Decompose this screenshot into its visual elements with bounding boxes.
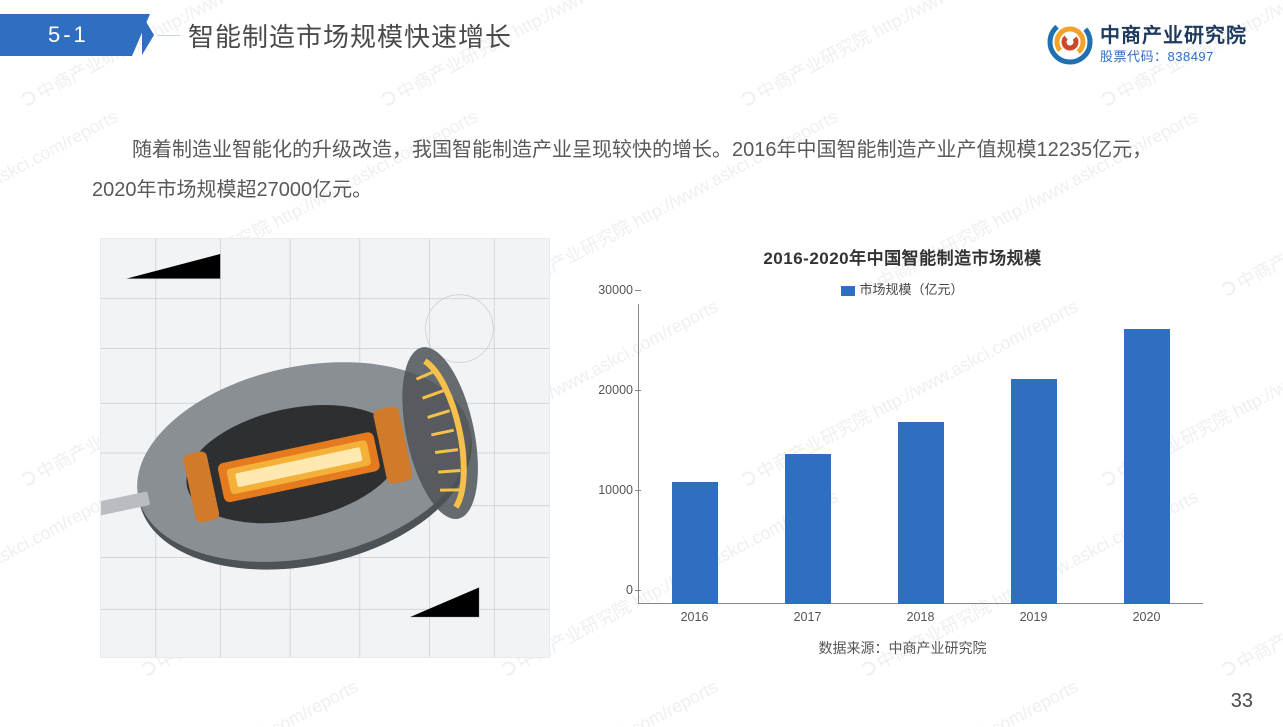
bar-slot: 2016 (638, 482, 751, 604)
x-tick-label: 2016 (638, 604, 751, 624)
chart-title: 2016-2020年中国智能制造市场规模 (582, 244, 1223, 269)
bar (1011, 379, 1057, 604)
brand-logomark-icon (1046, 18, 1094, 66)
x-tick-label: 2018 (864, 604, 977, 624)
watermark-tile: 中商产业研究院 http://www.askci.com/reports (736, 673, 1082, 727)
watermark-tile: 中商产业研究院 http://www.askci.com/reports (1216, 483, 1283, 683)
page-title: 智能制造市场规模快速增长 (188, 17, 512, 54)
watermark-tile: 中商产业研究院 http://www.askci.com/reports (16, 673, 362, 727)
bars-container: 20162017201820192020 (638, 304, 1203, 604)
brand-logo-text: 中商产业研究院 股票代码：838497 (1100, 19, 1247, 65)
chart-source: 数据来源：中商产业研究院 (582, 638, 1223, 658)
page-number: 33 (1231, 690, 1253, 713)
x-tick-label: 2017 (751, 604, 864, 624)
slide-page: 中商产业研究院 http://www.askci.com/reports中商产业… (0, 0, 1283, 727)
x-tick-label: 2020 (1090, 604, 1203, 624)
legend-label: 市场规模（亿元） (859, 282, 963, 297)
watermark-tile: 中商产业研究院 http://www.askci.com/reports (1096, 673, 1283, 727)
bar (785, 454, 831, 604)
illustration-motor-schematic (100, 238, 550, 658)
brand-logo: 中商产业研究院 股票代码：838497 (1046, 18, 1247, 66)
market-size-chart: 2016-2020年中国智能制造市场规模 市场规模（亿元） 2016201720… (582, 238, 1223, 658)
watermark-tile: 中商产业研究院 http://www.askci.com/reports (0, 293, 2, 493)
content-row: 2016-2020年中国智能制造市场规模 市场规模（亿元） 2016201720… (100, 238, 1223, 658)
x-tick-label: 2019 (977, 604, 1090, 624)
chart-legend: 市场规模（亿元） (582, 279, 1223, 298)
brand-stock-code: 股票代码：838497 (1100, 46, 1247, 65)
y-tick-label: 30000 (588, 283, 633, 297)
legend-swatch-icon (841, 286, 855, 296)
bar-slot: 2018 (864, 422, 977, 604)
bar-slot: 2019 (977, 379, 1090, 604)
watermark-tile: 中商产业研究院 http://www.askci.com/reports (376, 673, 722, 727)
chart-plot-area: 20162017201820192020 0100002000030000 (638, 304, 1203, 604)
bar (672, 482, 718, 604)
bar-slot: 2017 (751, 454, 864, 604)
brand-name: 中商产业研究院 (1100, 19, 1247, 48)
body-paragraph: 随着制造业智能化的升级改造，我国智能制造产业呈现较快的增长。2016年中国智能制… (92, 130, 1191, 210)
y-tick-label: 10000 (588, 483, 633, 497)
y-tick-label: 0 (588, 583, 633, 597)
watermark-tile: 中商产业研究院 http://www.askci.com/reports (1216, 103, 1283, 303)
watermark-tile: 中商产业研究院 http://www.askci.com/reports (0, 673, 2, 727)
section-number-tag: 5-1 (0, 14, 150, 56)
bar (1124, 329, 1170, 604)
bar-slot: 2020 (1090, 329, 1203, 604)
bar (898, 422, 944, 604)
motor-schematic-svg (101, 239, 549, 657)
title-rule (158, 35, 180, 36)
y-tick-label: 20000 (588, 383, 633, 397)
